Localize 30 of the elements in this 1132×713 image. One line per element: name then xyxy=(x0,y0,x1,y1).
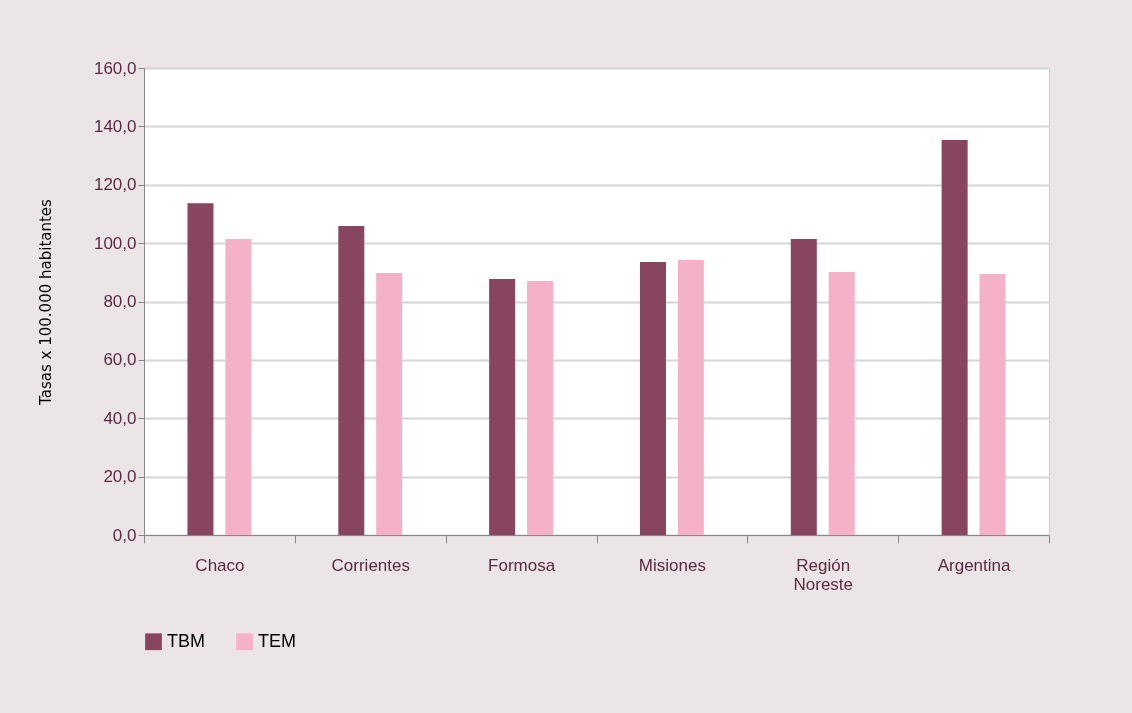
x-tick-label: Argentina xyxy=(937,555,1012,575)
x-tick-label: Chaco xyxy=(195,555,245,575)
bar xyxy=(225,239,252,535)
bar xyxy=(639,262,666,535)
bar xyxy=(527,281,554,535)
bar xyxy=(376,272,403,535)
y-tick-label: 60,0 xyxy=(103,350,137,370)
y-tick-label: 0,0 xyxy=(112,525,137,545)
y-axis-title: Tasas x 100.000 habitantes xyxy=(36,198,55,406)
x-tick-label: Misiones xyxy=(638,555,706,575)
y-tick-label: 140,0 xyxy=(93,116,137,136)
bar xyxy=(828,272,855,535)
bar xyxy=(677,260,704,535)
y-tick-label: 120,0 xyxy=(93,175,137,195)
y-tick-label: 80,0 xyxy=(103,292,137,311)
bar xyxy=(489,279,516,535)
y-tick-label: 160,0 xyxy=(93,58,137,78)
legend-label: TEM xyxy=(258,630,296,651)
x-tick-label: Formosa xyxy=(488,555,556,575)
bar xyxy=(979,274,1006,535)
bar xyxy=(338,225,365,535)
legend-label: TBM xyxy=(167,630,205,651)
bar xyxy=(790,239,817,535)
y-tick-label: 40,0 xyxy=(103,408,137,428)
bar xyxy=(941,140,968,535)
bar xyxy=(187,203,214,535)
x-tick-label: Región Noreste xyxy=(793,555,854,594)
y-tick-label: 20,0 xyxy=(103,467,137,487)
y-tick-label: 100,0 xyxy=(93,233,137,253)
x-tick-label: Corrientes xyxy=(331,555,410,575)
